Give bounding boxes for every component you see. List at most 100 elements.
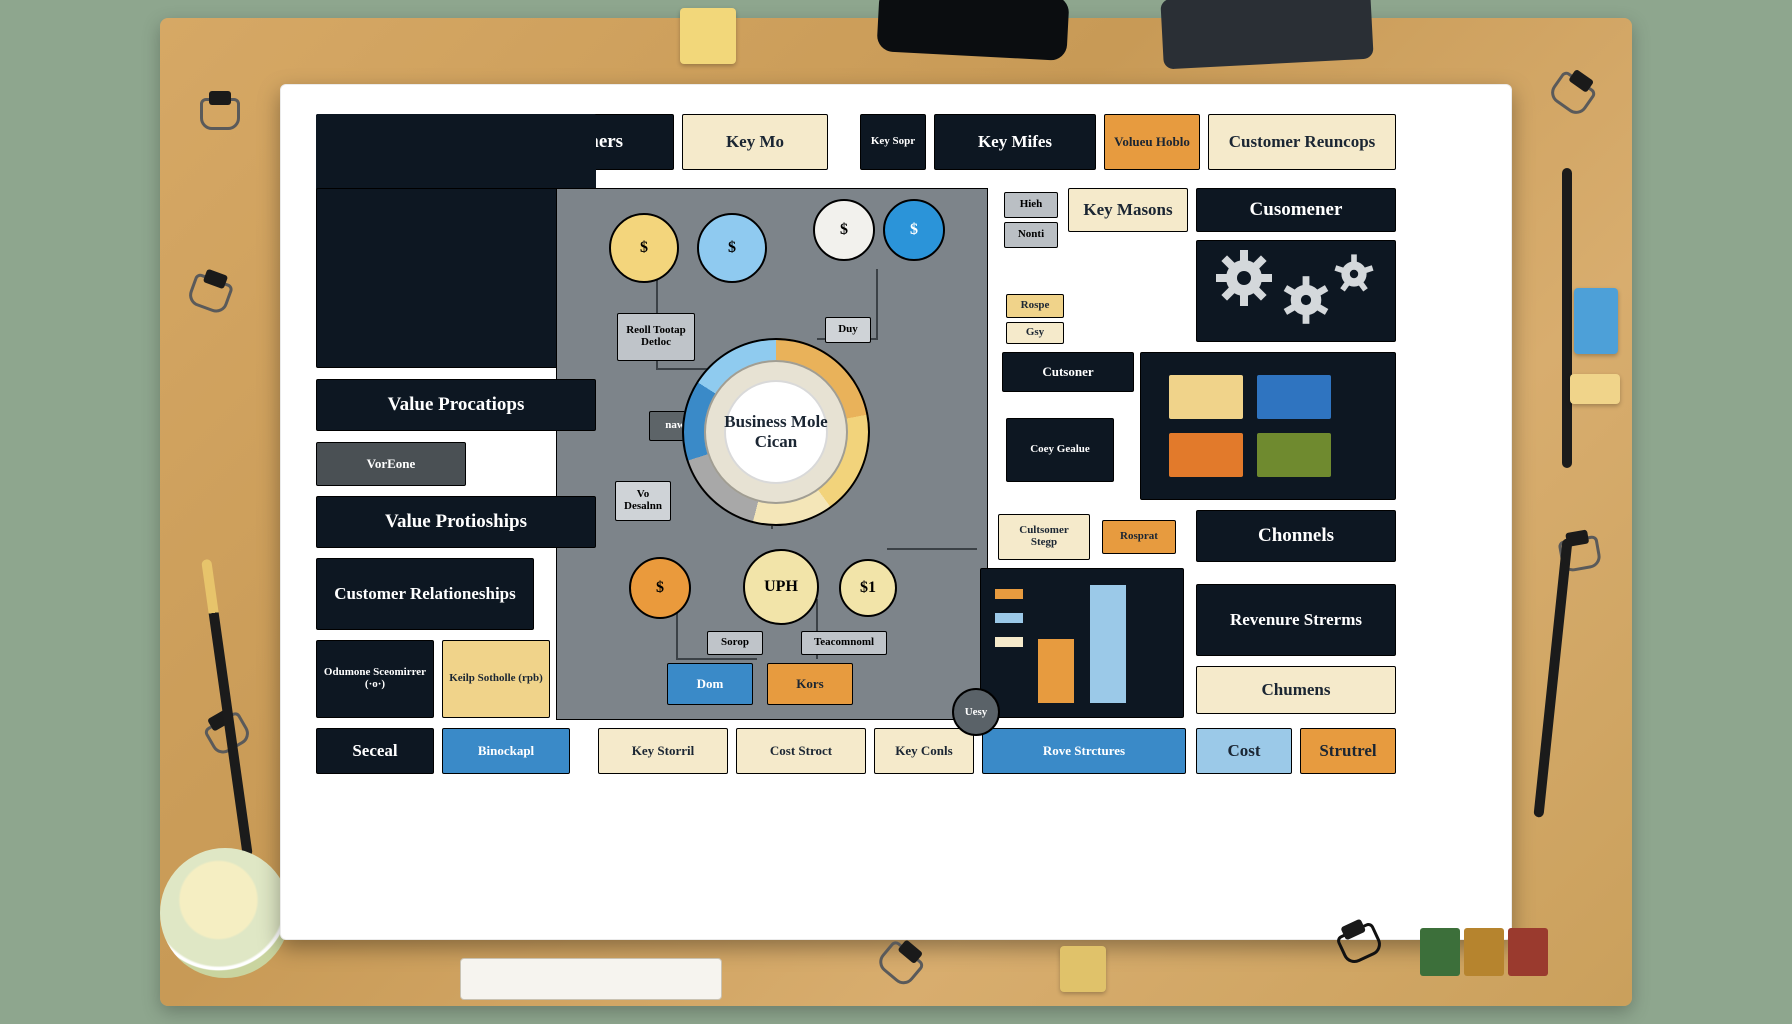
tile-label: Volueu Hoblo bbox=[1114, 135, 1190, 149]
header-tile: Key Sopr bbox=[860, 114, 926, 170]
color-chips-icon bbox=[1420, 928, 1548, 976]
ring-title: Business Mole Cican bbox=[724, 412, 828, 452]
bar-legend bbox=[995, 589, 1023, 647]
tile-label: Keilp Sotholle (rpb) bbox=[449, 673, 543, 685]
color-swatch bbox=[1169, 375, 1243, 419]
mini-label: Rosprat bbox=[1102, 520, 1176, 554]
node-label: $ bbox=[728, 239, 736, 257]
right-tile: Key Masons bbox=[1068, 188, 1188, 232]
pencil-icon bbox=[201, 559, 253, 857]
money-node: $ bbox=[813, 199, 875, 261]
mini-label: Sorop bbox=[707, 631, 763, 655]
mini-label: Nonti bbox=[1004, 222, 1058, 248]
right-tile: Coey Gealue bbox=[1006, 418, 1114, 482]
tile-label: VorEone bbox=[367, 457, 416, 471]
tile-label: Rospe bbox=[1021, 300, 1050, 312]
node-label: Uesy bbox=[965, 706, 988, 718]
uph-node: UPH bbox=[743, 549, 819, 625]
stage: Key Partners Key Partners Key Mo Key Sop… bbox=[0, 0, 1792, 1024]
tile-label: Cost Stroct bbox=[770, 744, 832, 758]
tile-label: Value Protioships bbox=[385, 512, 527, 532]
right-tile: Chumens bbox=[1196, 666, 1396, 714]
money-node: $ bbox=[609, 213, 679, 283]
ring-center-label: Business Mole Cican bbox=[724, 380, 828, 484]
money-node: $ bbox=[629, 557, 691, 619]
mini-label: Cultsomer Stegp bbox=[998, 514, 1090, 560]
tile-label: Sorop bbox=[721, 637, 749, 649]
tile-label: Gsy bbox=[1026, 327, 1044, 339]
tile-label: Vo Desalnn bbox=[622, 489, 664, 512]
color-swatch bbox=[1169, 433, 1243, 477]
node-label: UPH bbox=[764, 578, 798, 596]
tile-label: Cost bbox=[1227, 742, 1260, 760]
tile-label: Binockapl bbox=[478, 744, 534, 758]
tile-label: Cusomener bbox=[1250, 200, 1343, 220]
mini-label: Hieh bbox=[1004, 192, 1058, 218]
tile-label: Customer Reuncops bbox=[1229, 133, 1376, 151]
tile-label: Key Mifes bbox=[978, 133, 1052, 151]
tile-label: Teacomnoml bbox=[814, 637, 874, 649]
swatch-panel bbox=[1140, 352, 1396, 500]
money-node: $ bbox=[697, 213, 767, 283]
node-label: $ bbox=[840, 221, 848, 239]
binder-clip-icon bbox=[874, 939, 925, 989]
legend-swatch bbox=[995, 589, 1023, 599]
canvas-board: Key Partners Key Partners Key Mo Key Sop… bbox=[280, 84, 1512, 940]
legend-swatch bbox=[995, 637, 1023, 647]
bar bbox=[1038, 639, 1074, 703]
left-tile: Binockapl bbox=[442, 728, 570, 774]
gears-panel bbox=[1196, 240, 1396, 342]
tile-label: Kors bbox=[796, 677, 823, 691]
coffee-cup-icon bbox=[160, 848, 290, 978]
tile-label: Cutsoner bbox=[1042, 365, 1093, 379]
money-node: $1 bbox=[839, 559, 897, 617]
sticky-note bbox=[1060, 946, 1106, 992]
left-tile: Customer Relationeships bbox=[316, 558, 534, 630]
tile-label: Key Conls bbox=[895, 744, 952, 758]
tile-label: Key Mo bbox=[726, 133, 784, 151]
header-tile: Customer Reuncops bbox=[1208, 114, 1396, 170]
sticky-note bbox=[1570, 374, 1620, 404]
left-tile: Value Procatiops bbox=[316, 379, 596, 431]
laptop-corner-icon bbox=[1160, 0, 1373, 69]
tile-label: Value Procatiops bbox=[388, 395, 525, 415]
pen-icon bbox=[1533, 538, 1572, 818]
left-tile: VorEone bbox=[316, 442, 466, 486]
color-swatch bbox=[1257, 375, 1331, 419]
center-box: Dom bbox=[667, 663, 753, 705]
right-tile: Strutrel bbox=[1300, 728, 1396, 774]
mini-label: Teacomnoml bbox=[801, 631, 887, 655]
tile-label: Chonnels bbox=[1258, 526, 1334, 546]
mini-label: Vo Desalnn bbox=[615, 481, 671, 521]
right-tile: Cutsoner bbox=[1002, 352, 1134, 392]
tile-label: Key Sopr bbox=[871, 136, 915, 148]
right-tile: Revenure Strerms bbox=[1196, 584, 1396, 656]
tile-label: Coey Gealue bbox=[1030, 444, 1090, 456]
node-label: $ bbox=[910, 221, 918, 239]
cycle-node: Uesy bbox=[952, 688, 1000, 736]
money-node: $ bbox=[883, 199, 945, 261]
partners-panel-border bbox=[316, 188, 596, 368]
header-tile: Volueu Hoblo bbox=[1104, 114, 1200, 170]
tile-label: Cultsomer Stegp bbox=[1005, 525, 1083, 548]
mini-label: Gsy bbox=[1006, 322, 1064, 344]
tile-label: Seceal bbox=[352, 742, 397, 760]
tile-label: Odumone Sceomirrer (·o·) bbox=[323, 667, 427, 690]
notepad-icon bbox=[460, 958, 722, 1000]
tile-label: Revenure Strerms bbox=[1230, 611, 1362, 629]
node-label: $1 bbox=[860, 579, 876, 597]
left-tile: Odumone Sceomirrer (·o·) bbox=[316, 640, 434, 718]
tile-label: Chumens bbox=[1262, 681, 1331, 699]
bar bbox=[1090, 585, 1126, 703]
sticky-note bbox=[1574, 288, 1618, 354]
gears-icon bbox=[1206, 246, 1386, 336]
tile-label: Strutrel bbox=[1319, 742, 1376, 760]
left-tile: Value Protioships bbox=[316, 496, 596, 548]
tile-label: Rove Strctures bbox=[1043, 744, 1125, 758]
header-tile: Key Mifes bbox=[934, 114, 1096, 170]
binder-clip-icon bbox=[200, 98, 240, 130]
tile-label: Hieh bbox=[1020, 199, 1043, 211]
bottom-tile: Key Storril bbox=[598, 728, 728, 774]
bottom-tile: Rove Strctures bbox=[982, 728, 1186, 774]
tile-label: Dom bbox=[697, 677, 724, 691]
